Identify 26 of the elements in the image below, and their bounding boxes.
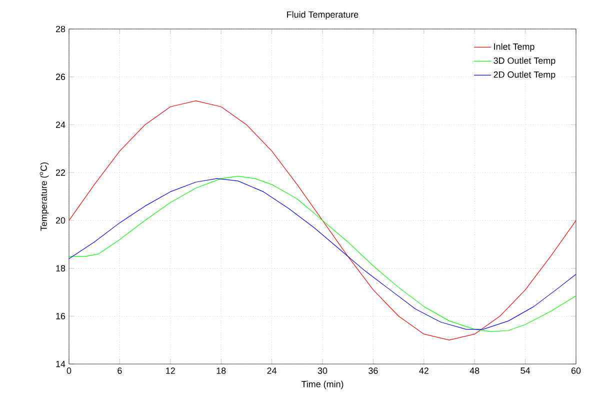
x-tick-label: 18 <box>216 368 226 374</box>
x-tick-label: 60 <box>571 368 581 374</box>
y-axis-title: Temperature ($^{o}$C) <box>40 162 49 231</box>
y-tick-label: 24 <box>56 122 66 128</box>
x-tick-label: 0 <box>66 368 72 374</box>
x-tick-label: 36 <box>368 368 378 374</box>
line-series <box>69 100 576 340</box>
x-tick-label: 42 <box>419 368 428 374</box>
y-tick-label: 14 <box>56 360 66 368</box>
y-tick-label: 20 <box>56 217 66 224</box>
x-tick-label: 48 <box>470 368 480 374</box>
x-tick-label: 30 <box>318 368 328 374</box>
x-axis-title: Time (min) <box>301 380 344 390</box>
y-tick-label: 16 <box>56 312 66 320</box>
chart-title: Fluid Temperature <box>287 11 358 20</box>
legend-label: 2D Outlet Temp <box>494 71 556 80</box>
y-tick-label: 28 <box>56 26 66 32</box>
x-tick-label: 6 <box>118 368 122 374</box>
legend-label: 3D Outlet Temp <box>494 57 556 66</box>
legend-label: Inlet Temp <box>494 43 534 52</box>
y-tick-label: 26 <box>56 74 66 80</box>
y-tick-label: 18 <box>56 265 66 272</box>
y-tick-label: 22 <box>56 169 66 176</box>
x-tick-label: 54 <box>520 368 530 374</box>
x-tick-label: 12 <box>166 368 175 374</box>
x-tick-label: 24 <box>267 368 277 374</box>
